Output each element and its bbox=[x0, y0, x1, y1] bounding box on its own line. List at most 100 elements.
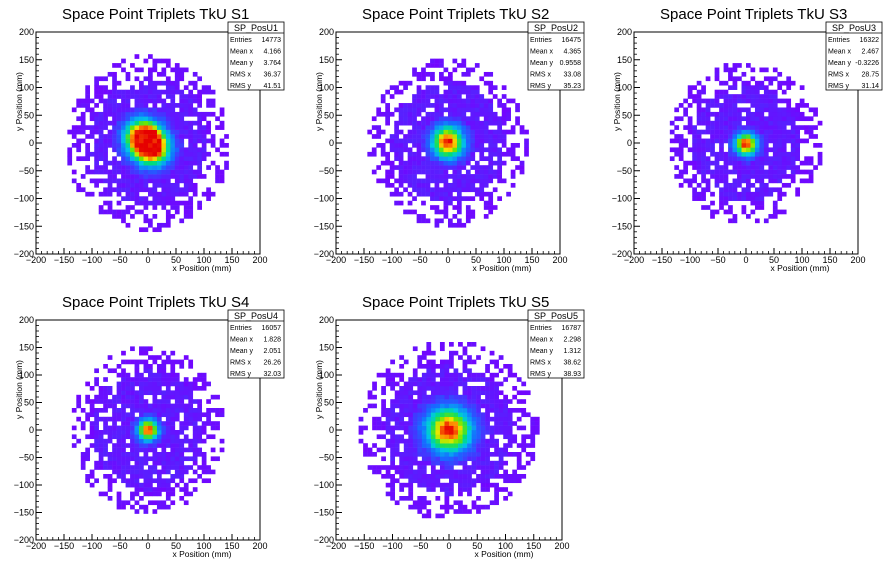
heatmap-cell bbox=[134, 103, 140, 108]
heatmap-cell bbox=[385, 443, 391, 448]
heatmap-cell bbox=[421, 390, 427, 396]
heatmap-cell bbox=[728, 187, 733, 193]
heatmap-cell bbox=[456, 94, 462, 99]
heatmap-cell bbox=[390, 403, 396, 409]
heatmap-cell bbox=[139, 434, 144, 440]
heatmap-cell bbox=[759, 98, 765, 104]
heatmap-cell bbox=[714, 165, 720, 170]
y-tick-label: −200 bbox=[314, 535, 334, 545]
heatmap-cell bbox=[143, 434, 149, 440]
heatmap-cell bbox=[89, 191, 95, 197]
heatmap-cell bbox=[125, 156, 131, 162]
heatmap-cell bbox=[456, 129, 462, 135]
heatmap-cell bbox=[458, 491, 463, 497]
heatmap-cell bbox=[121, 386, 126, 391]
heatmap-cell bbox=[728, 111, 733, 117]
heatmap-cell bbox=[772, 103, 778, 108]
heatmap-cell bbox=[408, 416, 414, 422]
heatmap-cell bbox=[376, 469, 382, 475]
heatmap-cell bbox=[394, 443, 400, 448]
heatmap-cell bbox=[152, 377, 158, 382]
heatmap-cell bbox=[421, 452, 427, 457]
heatmap-cell bbox=[197, 120, 203, 126]
heatmap-cell bbox=[170, 359, 176, 365]
heatmap-cell bbox=[152, 438, 158, 444]
heatmap-cell bbox=[143, 364, 149, 369]
heatmap-cell bbox=[192, 425, 198, 431]
heatmap-cell bbox=[754, 200, 760, 206]
heatmap-cell bbox=[421, 156, 426, 162]
heatmap-cell bbox=[152, 85, 158, 90]
heatmap-cell bbox=[143, 134, 149, 139]
heatmap-cell bbox=[219, 125, 225, 130]
heatmap-cell bbox=[408, 474, 414, 479]
heatmap-cell bbox=[732, 187, 738, 193]
heatmap-cell bbox=[430, 359, 436, 365]
heatmap-cell bbox=[125, 120, 131, 126]
heatmap-cell bbox=[448, 165, 453, 170]
heatmap-cell bbox=[456, 169, 462, 175]
heatmap-cell bbox=[515, 103, 520, 108]
heatmap-cell bbox=[485, 386, 490, 391]
heatmap-cell bbox=[89, 434, 95, 440]
heatmap-cell bbox=[467, 478, 472, 484]
heatmap-cell bbox=[471, 342, 477, 347]
heatmap-cell bbox=[156, 151, 162, 157]
heatmap-cell bbox=[470, 196, 476, 201]
heatmap-cell bbox=[448, 120, 453, 126]
heatmap-cell bbox=[470, 85, 476, 90]
heatmap-cell bbox=[121, 390, 126, 396]
heatmap-cell bbox=[179, 408, 185, 413]
heatmap-cell bbox=[465, 67, 471, 73]
stats-row-label: Mean y bbox=[530, 60, 553, 67]
heatmap-cell bbox=[453, 377, 459, 382]
heatmap-cell bbox=[470, 209, 476, 215]
heatmap-cell bbox=[385, 111, 391, 117]
heatmap-cell bbox=[444, 430, 450, 435]
heatmap-cell bbox=[143, 125, 149, 130]
heatmap-cell bbox=[808, 156, 814, 162]
y-tick-label: 200 bbox=[319, 27, 334, 37]
heatmap-cell bbox=[448, 160, 453, 166]
heatmap-cell bbox=[439, 469, 445, 475]
heatmap-cell bbox=[412, 372, 418, 378]
heatmap-cell bbox=[452, 182, 458, 188]
heatmap-cell bbox=[210, 138, 216, 144]
heatmap-cell bbox=[763, 191, 769, 197]
heatmap-cell bbox=[443, 89, 449, 95]
heatmap-cell bbox=[67, 160, 73, 166]
heatmap-cell bbox=[732, 67, 738, 73]
heatmap-cell bbox=[497, 120, 503, 126]
heatmap-cell bbox=[465, 85, 471, 90]
heatmap-cell bbox=[188, 147, 194, 153]
heatmap-cell bbox=[678, 116, 684, 122]
x-tick-label: −150 bbox=[54, 255, 74, 265]
heatmap-cell bbox=[430, 377, 436, 382]
heatmap-cell bbox=[488, 98, 494, 104]
heatmap-cell bbox=[80, 156, 86, 162]
heatmap-cell bbox=[439, 456, 445, 462]
heatmap-cell bbox=[206, 98, 211, 104]
heatmap-cell bbox=[470, 147, 476, 153]
heatmap-cell bbox=[161, 58, 167, 64]
heatmap-cell bbox=[134, 196, 140, 201]
heatmap-cell bbox=[746, 120, 751, 126]
heatmap-cell bbox=[430, 408, 436, 413]
heatmap-cell bbox=[152, 500, 158, 506]
heatmap-cell bbox=[474, 98, 480, 104]
heatmap-cell bbox=[143, 174, 149, 179]
heatmap-cell bbox=[174, 447, 180, 453]
heatmap-cell bbox=[808, 160, 814, 166]
heatmap-cell bbox=[425, 174, 431, 179]
heatmap-cell bbox=[692, 165, 697, 170]
heatmap-cell bbox=[98, 111, 104, 117]
heatmap-cell bbox=[452, 129, 458, 135]
heatmap-cell bbox=[421, 89, 426, 95]
heatmap-cell bbox=[103, 408, 108, 413]
heatmap-cell bbox=[759, 200, 765, 206]
heatmap-cell bbox=[385, 372, 391, 378]
heatmap-cell bbox=[485, 447, 490, 453]
heatmap-cell bbox=[165, 394, 171, 400]
heatmap-cell bbox=[516, 460, 522, 466]
heatmap-cell bbox=[728, 182, 733, 188]
